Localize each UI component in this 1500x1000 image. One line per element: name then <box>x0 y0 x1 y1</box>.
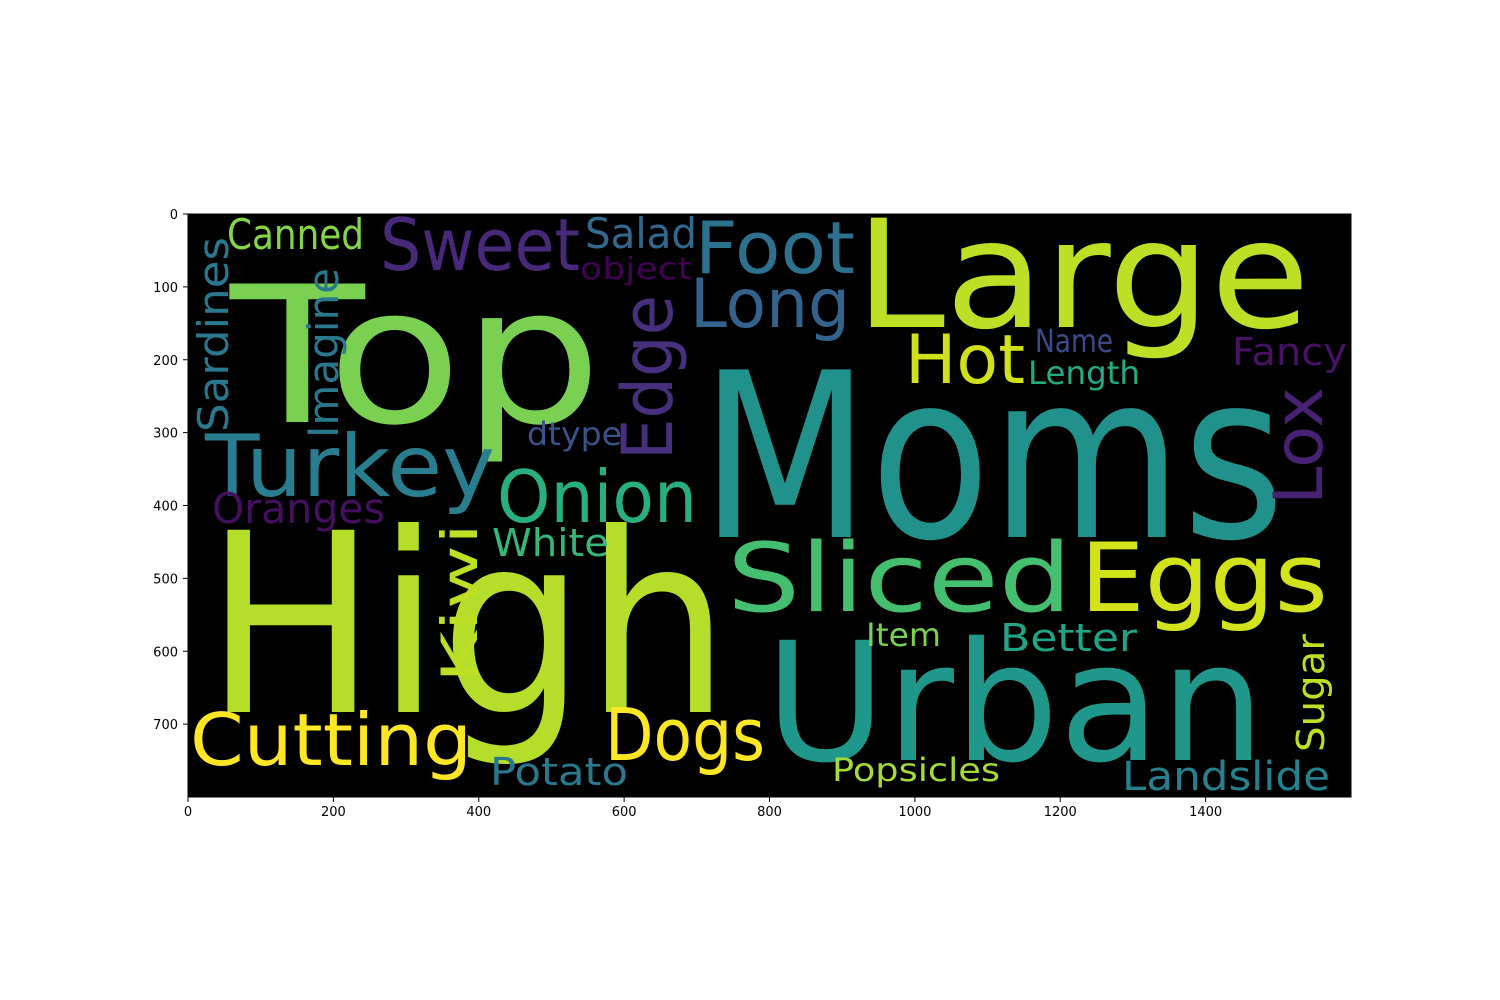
word-long: Long <box>690 265 850 344</box>
word-length: Length <box>1028 354 1140 392</box>
y-axis: 0 100 200 300 400 500 600 700 <box>153 208 188 733</box>
word-canned: Canned <box>227 210 364 259</box>
word-urban: Urban <box>765 607 1265 799</box>
word-eggs: Eggs <box>1080 524 1328 634</box>
word-oranges: Oranges <box>212 484 385 533</box>
word-onion: Onion <box>497 455 697 539</box>
word-hot: Hot <box>905 321 1025 400</box>
word-landslide: Landslide <box>1122 754 1330 800</box>
word-turkey: Turkey <box>204 417 495 517</box>
x-tick-label: 200 <box>321 805 346 820</box>
x-tick-label: 600 <box>612 805 637 820</box>
word-foot: Foot <box>695 206 855 290</box>
x-tick-label: 1000 <box>898 805 931 820</box>
word-dtype: dtype <box>527 415 622 453</box>
x-tick-label: 400 <box>466 805 491 820</box>
word-popsicles: Popsicles <box>832 751 1000 789</box>
word-sweet: Sweet <box>380 203 580 287</box>
word-sardines: Sardines <box>189 237 238 432</box>
word-fancy: Fancy <box>1232 330 1347 374</box>
word-potato: Potato <box>490 750 628 794</box>
y-tick-label: 400 <box>153 500 178 515</box>
word-object: object <box>580 252 692 287</box>
word-lox: Lox <box>1260 387 1339 505</box>
word-item: Item <box>866 616 941 654</box>
word-edge: Edge <box>607 295 689 460</box>
y-tick-label: 100 <box>153 281 178 296</box>
word-sugar: Sugar <box>1289 634 1333 752</box>
word-top: Top <box>229 246 602 467</box>
y-tick-label: 200 <box>153 354 178 369</box>
y-tick-label: 0 <box>170 208 178 223</box>
word-high: High <box>205 480 730 771</box>
word-imagine: Imagine <box>299 268 348 438</box>
x-tick-label: 1400 <box>1189 805 1222 820</box>
x-tick-label: 800 <box>757 805 782 820</box>
word-white: White <box>492 521 609 565</box>
y-tick-label: 700 <box>153 718 178 733</box>
x-tick-label: 1200 <box>1044 805 1077 820</box>
word-large: Large <box>855 189 1310 363</box>
x-tick-label: 0 <box>184 805 192 820</box>
word-kiwi: Kiwi <box>431 523 489 683</box>
word-sliced: Sliced <box>727 524 1072 634</box>
x-axis: 0 200 400 600 800 1000 1200 1400 <box>184 797 1222 820</box>
plot-background <box>188 214 1351 797</box>
word-dogs: Dogs <box>605 693 765 777</box>
word-better: Better <box>1000 616 1137 660</box>
word-name: Name <box>1035 322 1113 360</box>
word-moms: Moms <box>700 325 1285 592</box>
word-cutting: Cutting <box>190 698 472 782</box>
y-tick-label: 300 <box>153 427 178 442</box>
word-salad: Salad <box>585 209 697 258</box>
y-tick-label: 600 <box>153 645 178 660</box>
y-tick-label: 500 <box>153 572 178 587</box>
